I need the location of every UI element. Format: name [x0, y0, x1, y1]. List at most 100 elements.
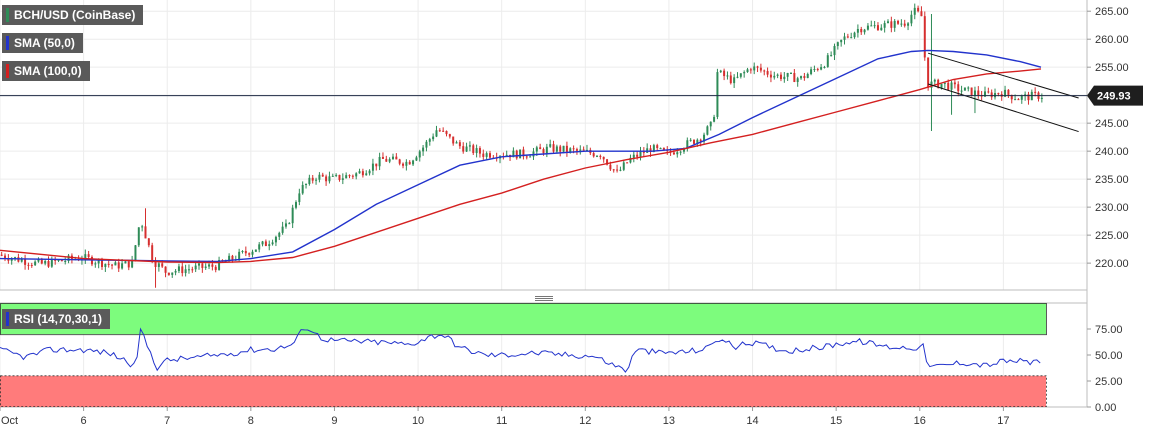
candle-body	[973, 90, 976, 96]
candle-body	[301, 184, 304, 194]
legend-sma50-swatch	[6, 36, 9, 50]
candle-body	[405, 161, 408, 166]
legend-instrument[interactable]: BCH/USD (CoinBase)	[2, 5, 144, 25]
time-axis-label: Oct	[1, 415, 18, 427]
candle-body	[315, 179, 318, 181]
candle-body	[34, 261, 37, 266]
candle-body	[274, 236, 277, 243]
time-axis-label: 7	[164, 415, 170, 427]
candle-body	[375, 163, 378, 167]
candle-body	[535, 147, 538, 152]
candle-body	[913, 7, 916, 15]
candle-body	[395, 156, 398, 160]
candle-body	[27, 264, 30, 266]
rsi-oversold-border	[0, 375, 1047, 407]
candle-body	[656, 145, 659, 149]
candle-body	[177, 266, 180, 271]
candle-body	[963, 87, 966, 91]
time-axis-label: 15	[830, 415, 842, 427]
candle-body	[689, 139, 692, 141]
candle-body	[666, 150, 669, 152]
candle-body	[886, 21, 889, 24]
candle-body	[121, 263, 124, 269]
legend-rsi[interactable]: RSI (14,70,30,1)	[2, 309, 111, 329]
candle-body	[833, 46, 836, 56]
candle-body	[606, 159, 609, 165]
candle-body	[706, 126, 709, 135]
sma100-line	[0, 68, 1042, 264]
candle-body	[268, 244, 271, 247]
candle-body	[1017, 99, 1020, 101]
pane-splitter-handle[interactable]	[535, 296, 553, 302]
candle-body	[957, 84, 960, 92]
candle-body	[385, 158, 388, 162]
candle-body	[876, 25, 879, 31]
candle-body	[442, 130, 445, 132]
candle-body	[20, 259, 23, 262]
legend-sma50[interactable]: SMA (50,0)	[2, 33, 83, 53]
candle-body	[582, 149, 585, 151]
candle-body	[482, 153, 485, 157]
candle-body	[261, 241, 264, 245]
candle-body	[278, 232, 281, 237]
candle-body	[943, 82, 946, 84]
candle-body	[244, 251, 247, 254]
candle-body	[117, 262, 120, 269]
candle-body	[983, 91, 986, 97]
candle-body	[151, 245, 154, 262]
candle-body	[1020, 95, 1023, 100]
candle-body	[997, 93, 1000, 95]
candle-body	[281, 226, 284, 233]
candle-body	[134, 245, 137, 261]
candle-body	[622, 162, 625, 170]
candle-body	[114, 262, 117, 266]
candle-body	[866, 25, 869, 30]
candle-body	[161, 263, 164, 267]
candle-body	[726, 75, 729, 77]
candle-body	[813, 69, 816, 71]
candle-body	[953, 82, 956, 85]
candle-body	[522, 149, 525, 157]
candle-body	[111, 264, 114, 266]
candle-body	[585, 149, 588, 151]
candle-body	[391, 156, 394, 160]
candle-body	[903, 23, 906, 26]
candle-body	[786, 73, 789, 77]
candle-body	[659, 147, 662, 149]
legend-sma100[interactable]: SMA (100,0)	[2, 61, 90, 81]
candle-body	[415, 157, 418, 161]
candle-body	[174, 270, 177, 273]
candle-body	[428, 139, 431, 142]
last-price-badge	[1087, 85, 1143, 106]
candle-body	[318, 174, 321, 180]
candle-body	[465, 146, 468, 152]
candle-body	[860, 28, 863, 33]
time-axis-label: 14	[746, 415, 758, 427]
candle-body	[94, 263, 97, 265]
rsi-overbought-border	[0, 303, 1047, 336]
candle-body	[947, 82, 950, 90]
candle-body	[258, 244, 261, 250]
candle-body	[488, 153, 491, 158]
candle-body	[642, 151, 645, 153]
candle-body	[552, 144, 555, 152]
candle-body	[773, 75, 776, 78]
candle-body	[0, 254, 3, 256]
candle-body	[796, 78, 799, 82]
candle-body	[880, 27, 883, 31]
candle-body	[241, 251, 244, 253]
candle-body	[826, 55, 829, 67]
candle-body	[662, 147, 665, 151]
candle-body	[284, 223, 287, 227]
candle-body	[137, 227, 140, 246]
candle-body	[291, 207, 294, 224]
rsi-axis-label: 75.00	[1095, 324, 1123, 336]
candle-body	[545, 146, 548, 154]
candle-body	[335, 174, 338, 176]
candle-body	[90, 256, 93, 265]
rsi-oversold-zone	[0, 375, 1046, 407]
candle-body	[381, 156, 384, 159]
candle-body	[435, 130, 438, 137]
